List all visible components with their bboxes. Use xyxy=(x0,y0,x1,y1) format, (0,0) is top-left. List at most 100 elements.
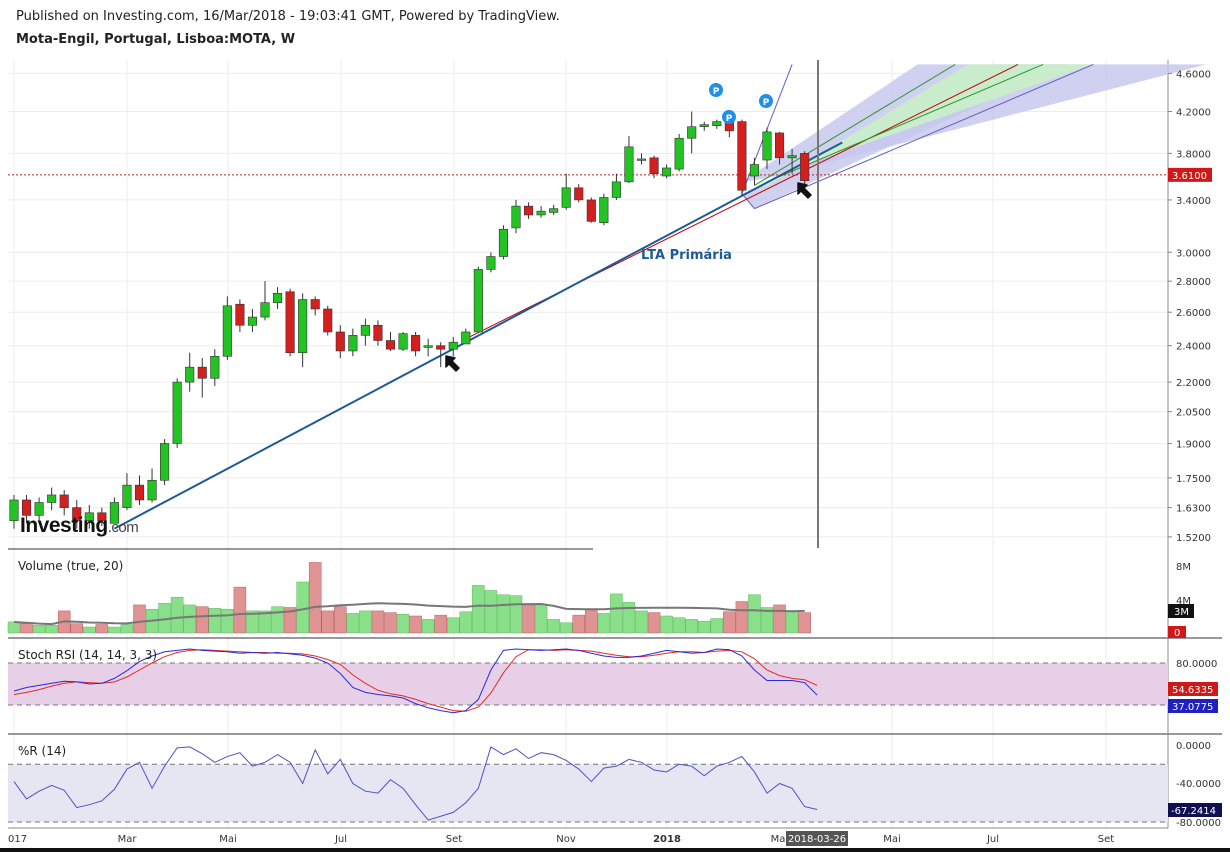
candle-body xyxy=(398,333,408,350)
candle-body xyxy=(21,499,32,516)
time-tick-label: Nov xyxy=(556,834,576,845)
last-price-box xyxy=(1168,167,1212,182)
volume-bar xyxy=(196,606,209,634)
volume-bar xyxy=(785,610,799,634)
volume-bar xyxy=(534,603,548,634)
price-tick-label: 4.6000 xyxy=(1176,69,1211,80)
volume-last-box xyxy=(1168,604,1194,618)
volume-bar xyxy=(735,601,749,634)
candle-body xyxy=(523,205,534,216)
candle-body xyxy=(310,299,320,310)
volume-tick-label: 8M xyxy=(1176,562,1191,573)
volume-bar xyxy=(258,610,272,634)
volume-bar xyxy=(798,612,811,634)
candle-body xyxy=(298,299,308,354)
volume-bar xyxy=(773,604,786,634)
volume-bar xyxy=(271,606,284,634)
volume-bar xyxy=(647,612,661,634)
time-tick-label: 2018 xyxy=(653,834,681,845)
candle-body xyxy=(624,146,634,183)
candle-body xyxy=(599,197,609,223)
candle-body xyxy=(185,366,195,383)
volume-bar xyxy=(447,617,460,634)
trendline-lta xyxy=(113,141,843,530)
volume-bar xyxy=(45,625,58,634)
volume-bar xyxy=(710,618,724,634)
publisher-credit: Published on Investing.com, 16/Mar/2018 … xyxy=(16,9,560,24)
volume-bar xyxy=(170,597,184,634)
price-tick-label: 2.8000 xyxy=(1176,277,1211,288)
price-tick-label: 2.2000 xyxy=(1176,378,1211,389)
candle-body xyxy=(323,308,333,333)
arrow-icon xyxy=(797,182,812,199)
candle-body xyxy=(411,335,421,352)
candle-body xyxy=(160,443,170,481)
candle-body xyxy=(498,228,509,257)
volume-bar xyxy=(660,615,673,634)
candle-body xyxy=(373,324,383,341)
time-tick-label: Jul xyxy=(334,834,347,845)
volume-bar xyxy=(497,594,510,634)
candle-body xyxy=(423,345,433,348)
volume-bar xyxy=(622,602,636,634)
time-tick-label: Set xyxy=(1098,834,1115,845)
volume-bar xyxy=(321,610,334,634)
volume-bar xyxy=(748,594,761,634)
williams-band xyxy=(8,764,1168,822)
time-tick-label: Set xyxy=(446,834,463,845)
candle-body xyxy=(72,507,82,521)
candle-body xyxy=(197,366,207,379)
volume-bar xyxy=(472,585,485,634)
investing-logo: Investing.com xyxy=(20,514,139,537)
candle-body xyxy=(436,345,446,350)
willr-last-box xyxy=(1168,803,1222,817)
volume-bar xyxy=(522,604,535,634)
time-axis: 017 Mar Mai Jul Set Nov 2018 Mai Jul Set Ma 2018-03… xyxy=(8,831,1114,846)
volume-bar xyxy=(7,621,21,634)
stoch-d-box xyxy=(1168,682,1218,696)
volume-ma-line xyxy=(13,602,805,626)
candle-body xyxy=(586,199,596,222)
volume-bar xyxy=(434,614,447,634)
volume-bar xyxy=(233,586,247,634)
volume-bar xyxy=(396,614,410,634)
price-axis: 4.6000 4.2000 3.8000 3.4000 3.0000 2.8000 2.60… xyxy=(1168,69,1222,829)
price-tick-label: 2.4000 xyxy=(1176,342,1211,353)
volume-bar xyxy=(484,590,498,634)
candle-body xyxy=(473,269,483,333)
price-tick-label: 1.7500 xyxy=(1176,474,1211,485)
volume-bar xyxy=(384,612,397,634)
time-tick-label: Mai xyxy=(883,834,901,845)
pitchfork-inner-upper xyxy=(754,64,956,186)
pivot-marker xyxy=(709,83,723,97)
cursor-date-label: 2018-03-26 xyxy=(788,834,846,845)
candle-body xyxy=(461,331,471,345)
candle-body xyxy=(360,324,370,336)
volume-pane-title: Volume (true, 20) xyxy=(18,559,123,573)
candle-body xyxy=(762,131,772,161)
willr-last-label: -67.2414 xyxy=(1171,806,1216,817)
arrow-icon xyxy=(445,355,460,372)
volume-bar xyxy=(32,625,46,634)
pivot-marker-label: P xyxy=(726,114,733,124)
candle-body xyxy=(749,164,760,177)
candle-body xyxy=(611,181,621,198)
candlestick-series xyxy=(9,111,810,529)
candle-body xyxy=(285,291,295,354)
volume-bar xyxy=(208,608,222,634)
pane-labels: Volume (true, 20) Stoch RSI (14, 14, 3, 3… xyxy=(18,559,157,758)
candle-body xyxy=(34,502,44,516)
candle-body xyxy=(134,484,145,501)
volume-bar xyxy=(685,619,698,634)
last-price-label: 3.6100 xyxy=(1172,171,1207,182)
volume-bar xyxy=(120,624,134,634)
candle-body xyxy=(737,121,747,191)
pitchfork-inner-lower xyxy=(766,63,1044,183)
candle-body xyxy=(687,126,697,139)
volume-bar xyxy=(698,620,711,634)
overbought-oversold-band xyxy=(8,663,1168,705)
volume-bar xyxy=(610,593,623,634)
pivot-marker xyxy=(759,94,773,108)
volume-bar xyxy=(559,622,573,634)
